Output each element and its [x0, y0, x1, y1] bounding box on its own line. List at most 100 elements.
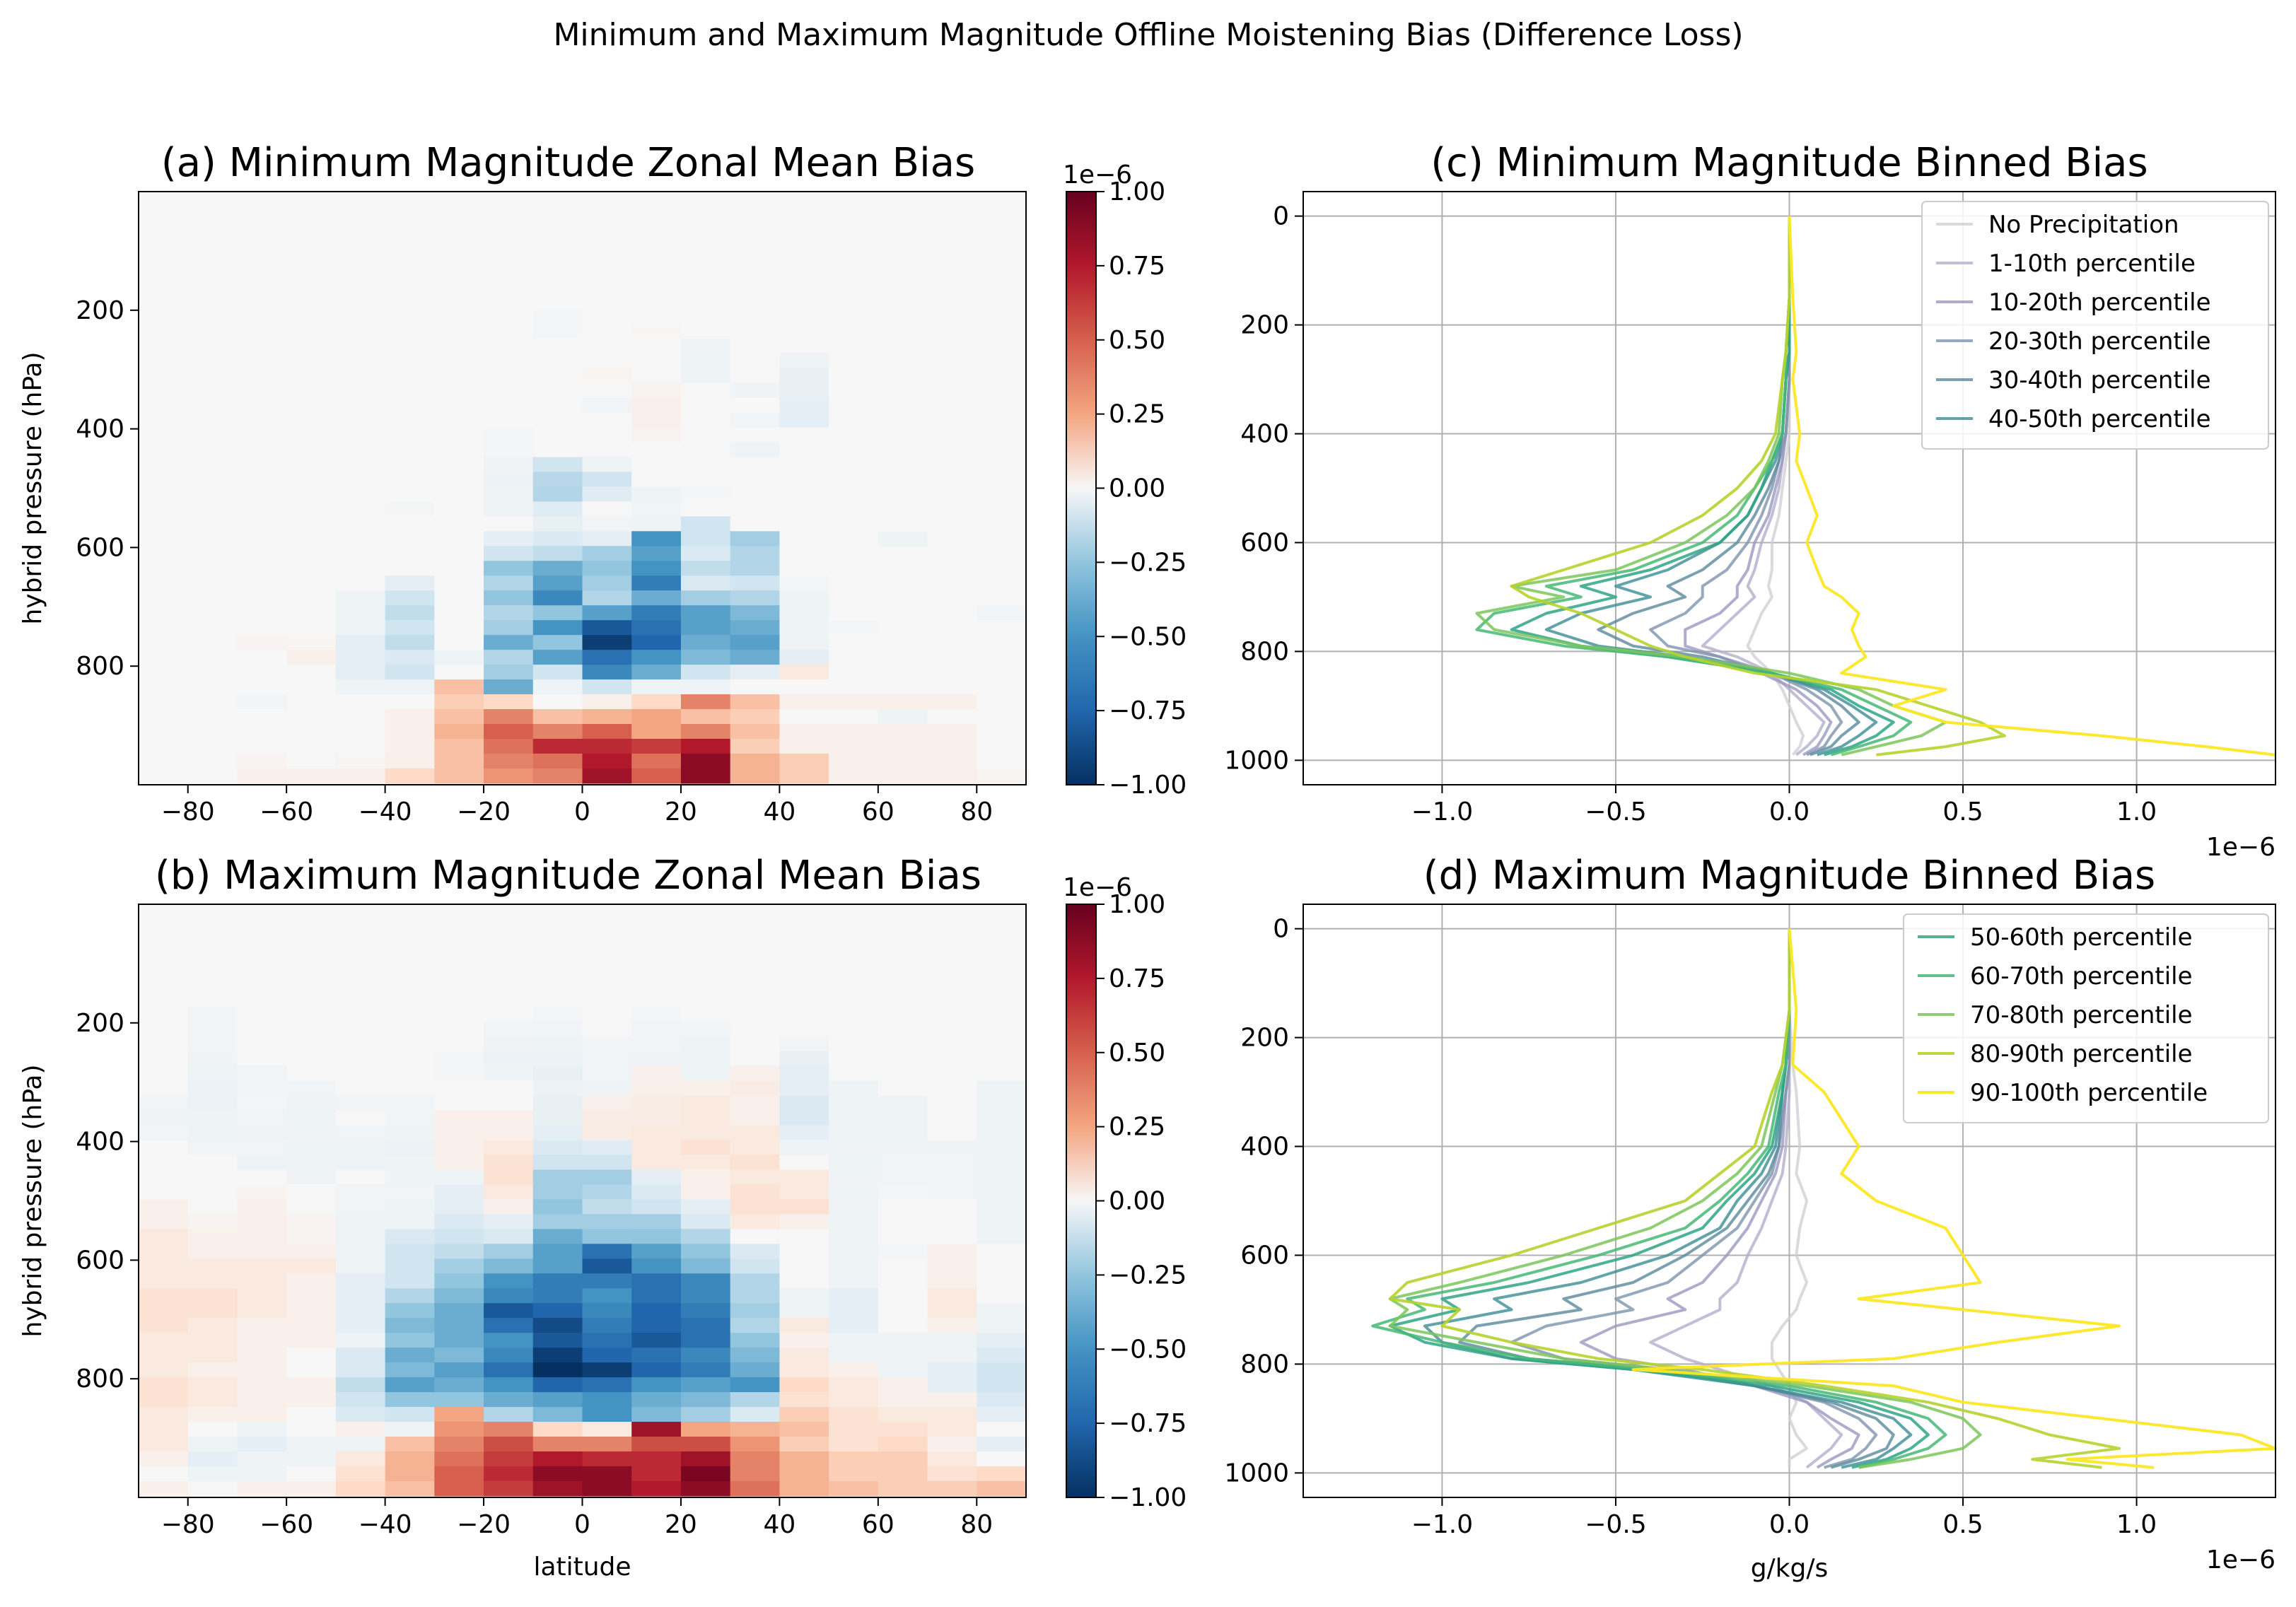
- heatmap-cell: [582, 620, 632, 636]
- heatmap-cell: [484, 1288, 534, 1304]
- heatmap-cell: [385, 1377, 435, 1393]
- heatmap-cell: [878, 1422, 928, 1437]
- heatmap-cell: [927, 501, 977, 517]
- heatmap-cell: [582, 1169, 632, 1186]
- heatmap-cell: [532, 635, 583, 650]
- heatmap-cell: [878, 694, 928, 710]
- heatmap-cell: [335, 308, 386, 325]
- heatmap-cell: [779, 308, 829, 325]
- heatmap-cell: [829, 917, 879, 933]
- heatmap-cell: [680, 1229, 731, 1244]
- heatmap-cell: [434, 1407, 484, 1422]
- heatmap-cell: [582, 486, 632, 502]
- x-tick-label: −60: [260, 797, 313, 826]
- heatmap-cell: [286, 665, 337, 680]
- heatmap-cell: [484, 590, 534, 606]
- heatmap-cell: [187, 768, 238, 784]
- heatmap-cell: [582, 1199, 632, 1215]
- heatmap-cell: [335, 546, 386, 561]
- heatmap-cell: [680, 249, 731, 265]
- colorbar-tick-label: 0.50: [1109, 1039, 1165, 1068]
- heatmap-cell: [434, 279, 484, 295]
- heatmap-cell: [631, 1051, 682, 1067]
- heatmap-cell: [385, 1318, 435, 1333]
- x-tick-label: −60: [260, 1510, 313, 1539]
- heatmap-cell: [927, 192, 977, 206]
- heatmap-cell: [878, 486, 928, 502]
- heatmap-cell: [434, 1110, 484, 1126]
- heatmap-cell: [335, 635, 386, 650]
- x-tick-label: 80: [960, 797, 993, 826]
- heatmap-cell: [878, 947, 928, 963]
- heatmap-cell: [927, 1080, 977, 1097]
- heatmap-cell: [385, 501, 435, 517]
- heatmap-cell: [139, 694, 189, 710]
- heatmap-cell: [730, 412, 780, 428]
- colorbar-tick-label: 0.00: [1109, 1187, 1165, 1216]
- heatmap-cell: [582, 1480, 632, 1497]
- heatmap-cell: [532, 192, 583, 206]
- heatmap-cell: [434, 219, 484, 235]
- heatmap-cell: [977, 249, 1027, 265]
- heatmap-cell: [631, 1273, 682, 1289]
- heatmap-cell: [582, 397, 632, 414]
- heatmap-cell: [631, 1422, 682, 1437]
- heatmap-cell: [680, 1155, 731, 1171]
- heatmap-cell: [139, 1051, 189, 1067]
- heatmap-cell: [878, 353, 928, 369]
- heatmap-cell: [434, 264, 484, 280]
- legend-label: 70-80th percentile: [1970, 1001, 2193, 1029]
- heatmap-cell: [187, 1480, 238, 1497]
- heatmap-cell: [680, 219, 731, 235]
- heatmap-cell: [237, 1051, 287, 1067]
- heatmap-cell: [977, 1110, 1027, 1126]
- heatmap-cell: [779, 1051, 829, 1067]
- heatmap-cell: [730, 427, 780, 443]
- heatmap-cell: [730, 204, 780, 221]
- heatmap-cell: [582, 962, 632, 978]
- heatmap-cell: [484, 1451, 534, 1467]
- heatmap-cell: [829, 679, 879, 695]
- heatmap-cell: [829, 264, 879, 280]
- heatmap-cell: [730, 590, 780, 606]
- colorbar-tick-label: −0.75: [1109, 696, 1187, 725]
- heatmap-cell: [385, 249, 435, 265]
- heatmap-cell: [829, 694, 879, 710]
- heatmap-cell: [977, 219, 1027, 235]
- heatmap-cell: [335, 353, 386, 369]
- heatmap-cell: [532, 962, 583, 978]
- heatmap-cell: [680, 1273, 731, 1289]
- heatmap-cell: [237, 1199, 287, 1215]
- heatmap-cell: [187, 962, 238, 978]
- heatmap-cell: [139, 1362, 189, 1378]
- colorbar-exponent: 1e−6: [1063, 873, 1132, 902]
- heatmap-cell: [139, 1466, 189, 1482]
- heatmap-cell: [187, 694, 238, 710]
- heatmap-cell: [631, 1095, 682, 1111]
- heatmap-cell: [385, 546, 435, 561]
- heatmap-cell: [532, 293, 583, 310]
- heatmap-cell: [631, 219, 682, 235]
- heatmap-cell: [730, 1229, 780, 1244]
- heatmap-cell: [385, 1392, 435, 1408]
- heatmap-cell: [829, 1110, 879, 1126]
- heatmap-cell: [927, 1199, 977, 1215]
- heatmap-cell: [829, 753, 879, 769]
- heatmap-cell: [385, 1199, 435, 1215]
- heatmap-cell: [335, 219, 386, 235]
- heatmap-cell: [582, 516, 632, 532]
- heatmap-cell: [582, 947, 632, 963]
- heatmap-cell: [631, 486, 682, 502]
- heatmap-cell: [779, 679, 829, 695]
- heatmap-cell: [335, 917, 386, 933]
- heatmap-cell: [779, 338, 829, 354]
- heatmap-cell: [977, 1125, 1027, 1141]
- heatmap-cell: [187, 368, 238, 384]
- heatmap-cell: [829, 1065, 879, 1082]
- heatmap-cell: [680, 904, 731, 918]
- heatmap-cell: [878, 264, 928, 280]
- heatmap-cell: [335, 1273, 386, 1289]
- legend-label: 80-90th percentile: [1970, 1040, 2193, 1068]
- x-tick-label: −0.5: [1585, 797, 1646, 826]
- heatmap-cell: [237, 1303, 287, 1319]
